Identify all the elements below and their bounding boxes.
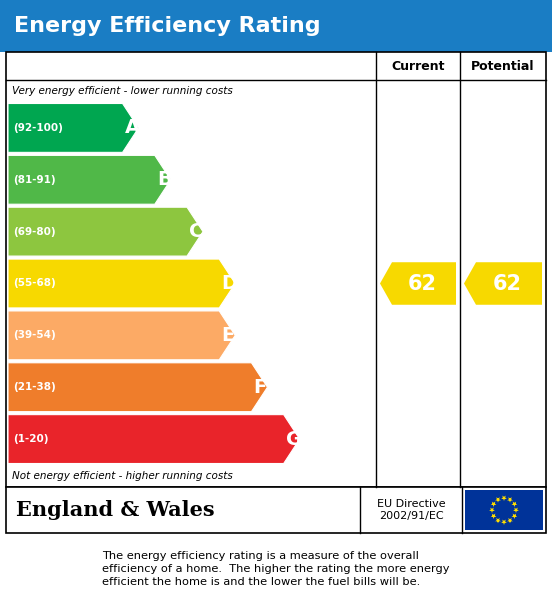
Polygon shape <box>8 207 203 256</box>
Polygon shape <box>8 311 235 360</box>
Text: 62: 62 <box>492 273 522 294</box>
Polygon shape <box>501 520 507 525</box>
Text: C: C <box>189 222 203 241</box>
Polygon shape <box>8 155 171 204</box>
Polygon shape <box>8 259 235 308</box>
Text: (55-68): (55-68) <box>13 278 56 289</box>
Text: B: B <box>157 170 172 189</box>
Polygon shape <box>8 104 139 153</box>
Bar <box>6 487 546 533</box>
Text: The energy efficiency rating is a measure of the overall
efficiency of a home.  : The energy efficiency rating is a measur… <box>102 551 450 587</box>
Polygon shape <box>495 518 501 524</box>
Polygon shape <box>8 414 300 463</box>
Text: 62: 62 <box>407 273 437 294</box>
Polygon shape <box>513 508 519 513</box>
Polygon shape <box>8 363 267 412</box>
Polygon shape <box>380 262 456 305</box>
Text: Not energy efficient - higher running costs: Not energy efficient - higher running co… <box>12 471 233 481</box>
Polygon shape <box>464 262 542 305</box>
Bar <box>465 490 543 530</box>
Polygon shape <box>512 501 517 507</box>
Text: G: G <box>286 430 302 449</box>
Text: F: F <box>253 378 267 397</box>
Text: (21-38): (21-38) <box>13 383 56 392</box>
Text: (1-20): (1-20) <box>13 434 49 444</box>
Polygon shape <box>489 508 495 513</box>
Polygon shape <box>507 518 513 524</box>
Polygon shape <box>501 495 507 501</box>
Text: Potential: Potential <box>471 59 535 72</box>
Text: Current: Current <box>391 59 445 72</box>
Polygon shape <box>507 497 513 503</box>
Text: EU Directive
2002/91/EC: EU Directive 2002/91/EC <box>376 499 445 521</box>
Text: (39-54): (39-54) <box>13 330 56 340</box>
Text: (92-100): (92-100) <box>13 123 63 133</box>
Text: Energy Efficiency Rating: Energy Efficiency Rating <box>14 16 321 36</box>
Text: England & Wales: England & Wales <box>16 500 215 520</box>
Text: (81-91): (81-91) <box>13 175 56 185</box>
Polygon shape <box>512 514 517 519</box>
Text: Very energy efficient - lower running costs: Very energy efficient - lower running co… <box>12 86 233 96</box>
Text: (69-80): (69-80) <box>13 227 56 237</box>
Text: E: E <box>221 326 235 345</box>
Text: D: D <box>221 274 237 293</box>
Bar <box>0 0 552 52</box>
Text: A: A <box>125 118 140 137</box>
Polygon shape <box>495 497 501 503</box>
Polygon shape <box>491 501 496 507</box>
Polygon shape <box>491 514 496 519</box>
Bar <box>6 52 546 487</box>
